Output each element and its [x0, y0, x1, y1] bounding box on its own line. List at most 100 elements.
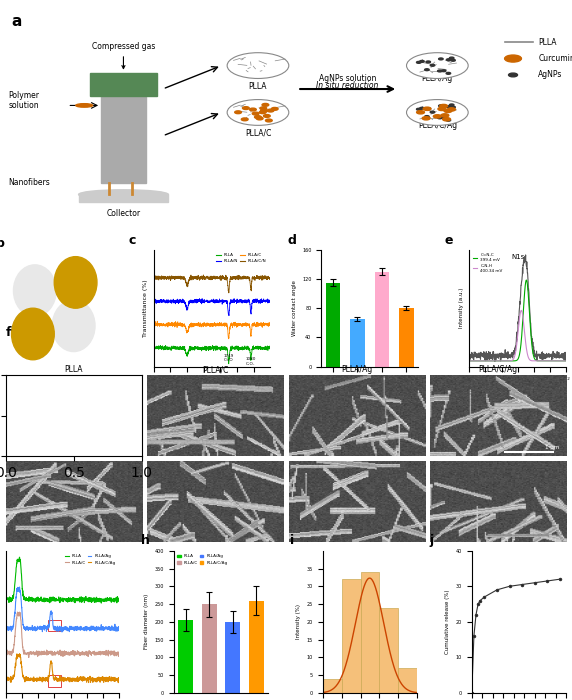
PLLA/Ag — [34, 624, 41, 633]
Text: PLLA/C/Ag: PLLA/C/Ag — [418, 120, 457, 130]
PLLA — [16, 553, 23, 561]
Circle shape — [227, 99, 289, 125]
Circle shape — [423, 107, 431, 111]
PLLA/C — [25, 653, 32, 662]
Circle shape — [407, 52, 468, 78]
Circle shape — [227, 52, 289, 78]
PLLA/C/Ag — [105, 678, 112, 686]
PLLA/C — [105, 646, 112, 654]
PLLA — [105, 595, 112, 603]
Bar — [201, 604, 217, 693]
Legend: PLLA, PLLA/N, PLLA/C, PLLA/C/N: PLLA, PLLA/N, PLLA/C, PLLA/C/N — [214, 252, 268, 265]
PLLA/C — [216, 322, 223, 330]
X-axis label: Binding energy (mV): Binding energy (mV) — [490, 386, 546, 391]
Text: a: a — [11, 14, 22, 29]
PLLA/N — [231, 295, 237, 303]
PLLA — [98, 599, 105, 608]
Circle shape — [448, 108, 455, 111]
C-N-H
400.34 mV — [516, 315, 523, 323]
Circle shape — [438, 70, 442, 72]
C=N-C
399.4 mV — [510, 357, 517, 365]
Circle shape — [243, 106, 249, 109]
C-N-H
400.34 mV — [505, 357, 512, 365]
C=N-C
399.4 mV — [517, 348, 523, 356]
Circle shape — [424, 116, 429, 118]
PLLA/N — [255, 298, 262, 306]
PLLA/Ag — [58, 628, 65, 636]
Text: Polymer
solution: Polymer solution — [9, 91, 39, 111]
PLLA — [220, 344, 227, 352]
Text: j: j — [429, 533, 434, 547]
Bar — [90, 73, 157, 96]
Bar — [341, 579, 360, 693]
Circle shape — [267, 109, 274, 112]
Y-axis label: Cumulative release (%): Cumulative release (%) — [445, 589, 450, 654]
Title: PLLA: PLLA — [65, 365, 83, 375]
Text: d: d — [287, 234, 296, 247]
PLLA/C/Ag — [91, 675, 98, 683]
Circle shape — [451, 60, 455, 61]
PLLA — [186, 346, 193, 354]
Circle shape — [420, 107, 424, 109]
Text: AgNPs solution: AgNPs solution — [319, 74, 376, 83]
Legend: C=N-C
399.4 mV, C-N-H
400.34 mV: C=N-C 399.4 mV, C-N-H 400.34 mV — [471, 252, 505, 274]
Circle shape — [444, 109, 452, 113]
PLLA/C — [255, 322, 262, 330]
Circle shape — [262, 104, 269, 106]
Text: Compressed gas: Compressed gas — [92, 42, 155, 69]
Circle shape — [416, 62, 421, 63]
Line: PLLA: PLLA — [6, 557, 119, 603]
Y-axis label: Transmittance (%): Transmittance (%) — [143, 279, 148, 337]
Title: PLLA/Ag: PLLA/Ag — [341, 365, 372, 375]
Line: PLLA: PLLA — [154, 346, 270, 364]
Text: 1 μm: 1 μm — [545, 444, 559, 450]
Circle shape — [442, 70, 446, 71]
Text: i: i — [289, 533, 294, 547]
Circle shape — [426, 61, 431, 63]
PLLA/C/Ag — [115, 678, 122, 687]
PLLA/C/N — [150, 273, 157, 281]
Bar — [78, 195, 168, 202]
Circle shape — [447, 59, 451, 61]
PLLA/C/N — [225, 288, 232, 297]
PLLA/N — [220, 295, 227, 304]
Circle shape — [420, 60, 424, 62]
C=N-C
399.4 mV — [523, 276, 530, 284]
PLLA/Ag — [16, 583, 23, 592]
PLLA — [150, 344, 157, 353]
PLLA — [157, 342, 164, 350]
Circle shape — [235, 111, 241, 113]
Title: PLLA/C/Ag: PLLA/C/Ag — [479, 365, 518, 375]
Y-axis label: Water contact angle: Water contact angle — [292, 280, 296, 336]
PLLA/N — [186, 297, 193, 305]
C=N-C
399.4 mV — [563, 357, 570, 365]
Line: PLLA/C/Ag: PLLA/C/Ag — [6, 654, 119, 682]
Legend: PLLA, PLLA/C, PLLA/Ag, PLLA/C/Ag: PLLA, PLLA/C, PLLA/Ag, PLLA/C/Ag — [176, 553, 229, 566]
C-N-H
400.34 mV — [510, 355, 517, 363]
Circle shape — [261, 109, 267, 112]
C=N-C
399.4 mV — [505, 357, 512, 365]
Ellipse shape — [76, 104, 93, 107]
Bar — [101, 96, 146, 183]
PLLA/N — [225, 312, 232, 320]
Circle shape — [416, 111, 424, 114]
Line: PLLA/C: PLLA/C — [154, 321, 270, 339]
Circle shape — [422, 117, 430, 120]
Circle shape — [443, 118, 451, 121]
Circle shape — [438, 117, 442, 119]
Text: e: e — [445, 234, 454, 247]
Circle shape — [430, 111, 435, 113]
Bar — [225, 622, 240, 693]
Circle shape — [260, 107, 267, 110]
Bar — [48, 675, 61, 687]
Text: f: f — [6, 326, 11, 339]
C-N-H
400.34 mV — [483, 357, 490, 365]
PLLA/N — [174, 297, 181, 305]
Line: PLLA/C/N: PLLA/C/N — [154, 275, 270, 293]
Circle shape — [438, 107, 446, 111]
PLLA/C/N — [267, 274, 273, 282]
Y-axis label: Fiber diameter (nm): Fiber diameter (nm) — [144, 594, 149, 650]
PLLA/C/N — [186, 274, 193, 282]
PLLA — [176, 342, 182, 351]
Bar — [249, 601, 264, 693]
